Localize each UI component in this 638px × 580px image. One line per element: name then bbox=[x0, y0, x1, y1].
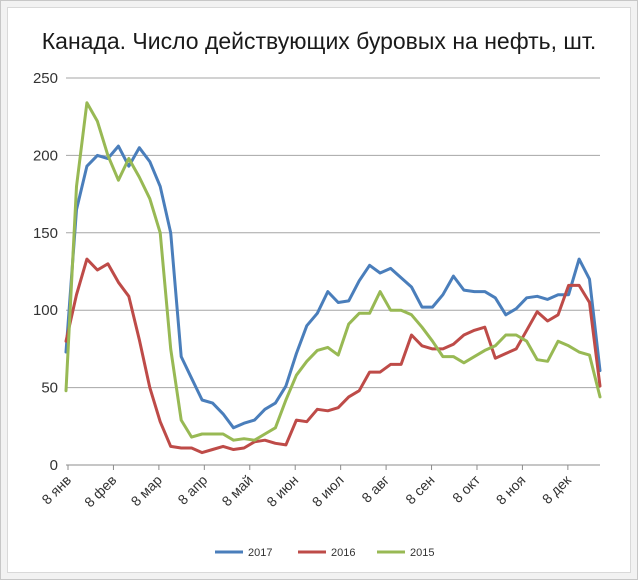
y-tick-label: 100 bbox=[33, 302, 58, 319]
x-tick-label: 8 окт bbox=[449, 471, 483, 505]
legend-label-2017: 2017 bbox=[248, 547, 272, 559]
x-tick-label: 8 июл bbox=[309, 472, 347, 510]
series-line-2016 bbox=[64, 257, 602, 455]
x-tick-label: 8 апр bbox=[174, 472, 210, 508]
series-line-2015 bbox=[64, 101, 602, 442]
series-line-2017 bbox=[64, 144, 602, 430]
x-tick-label: 8 сен bbox=[402, 472, 437, 507]
x-tick-label: 8 ноя bbox=[493, 472, 529, 508]
x-tick-label: 8 дек bbox=[539, 471, 575, 507]
y-tick-label: 0 bbox=[50, 457, 58, 474]
y-tick-label: 50 bbox=[41, 380, 58, 397]
y-tick-label: 200 bbox=[33, 147, 58, 164]
x-tick-label: 8 фев bbox=[81, 472, 119, 510]
x-tick-label: 8 янв bbox=[38, 472, 74, 508]
chart-area bbox=[7, 7, 631, 573]
y-tick-label: 250 bbox=[33, 70, 58, 87]
x-tick-label: 8 авг bbox=[358, 472, 392, 506]
legend-label-2015: 2015 bbox=[410, 547, 434, 559]
x-tick-label: 8 мар bbox=[128, 472, 166, 510]
legend-label-2016: 2016 bbox=[331, 547, 355, 559]
x-tick-label: 8 июн bbox=[263, 472, 301, 510]
y-tick-label: 150 bbox=[33, 225, 58, 242]
x-tick-label: 8 май bbox=[218, 472, 255, 509]
chart-title: Канада. Число действующих буровых на неф… bbox=[41, 28, 597, 54]
